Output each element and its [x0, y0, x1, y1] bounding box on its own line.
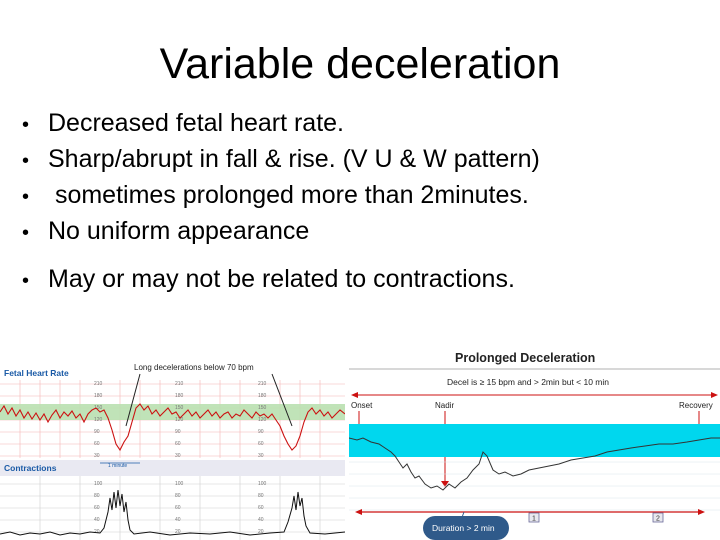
- contractions-header: [0, 460, 345, 476]
- svg-text:100: 100: [94, 481, 103, 487]
- fhr-tick-column: 210 180 150 120 90 60 30: [94, 381, 103, 459]
- recovery-label: Recovery: [679, 401, 713, 410]
- svg-text:60: 60: [94, 505, 100, 511]
- svg-text:60: 60: [258, 441, 264, 447]
- fhr-trace: [349, 437, 720, 491]
- svg-text:40: 40: [175, 517, 181, 523]
- annotation-arrow: [125, 373, 141, 427]
- svg-text:150: 150: [175, 405, 184, 411]
- svg-text:60: 60: [175, 505, 181, 511]
- fhr-tick-column: 210 180 150 120 90 60 30: [258, 381, 267, 459]
- bullet-item: • sometimes prolonged more than 2minutes…: [22, 178, 540, 214]
- bullet-item: • May or may not be related to contractio…: [22, 262, 540, 298]
- onset-label: Onset: [351, 401, 373, 410]
- bullet-text: Sharp/abrupt in fall & rise. (V U & W pa…: [48, 145, 540, 173]
- slide-title: Variable deceleration: [159, 40, 561, 88]
- criteria-arrow-left-head: [351, 392, 358, 398]
- svg-text:210: 210: [94, 381, 103, 387]
- svg-text:20: 20: [175, 529, 181, 535]
- uc-tick-column: 100 80 60 40 20: [175, 481, 184, 535]
- bullet-item: • No uniform appearance: [22, 214, 540, 250]
- nadir-label: Nadir: [435, 401, 454, 410]
- duration-arrow-right-head: [698, 509, 705, 515]
- svg-text:150: 150: [94, 405, 103, 411]
- bullet-text: May or may not be related to contraction…: [48, 265, 515, 293]
- svg-text:180: 180: [258, 393, 267, 399]
- svg-text:90: 90: [258, 429, 264, 435]
- marker-box-2: [652, 512, 664, 523]
- bullet-item: • Decreased fetal heart rate.: [22, 106, 540, 142]
- ctg-strip-image: 210 180 150 120 90 60 30 210 180 150 120…: [0, 352, 345, 540]
- svg-text:210: 210: [175, 381, 184, 387]
- criteria-arrow-right-head: [711, 392, 718, 398]
- svg-text:20: 20: [94, 529, 100, 535]
- bullet-dot: •: [22, 150, 30, 172]
- svg-text:30: 30: [258, 453, 264, 459]
- svg-text:60: 60: [258, 505, 264, 511]
- bullet-dot: •: [22, 114, 30, 136]
- uc-tick-column: 100 80 60 40 20: [94, 481, 103, 535]
- deceleration-annotation: Long decelerations below 70 bpm: [134, 363, 254, 372]
- svg-text:180: 180: [94, 393, 103, 399]
- contractions-panel-label: Contractions: [4, 463, 57, 473]
- fhr-tick-column: 210 180 150 120 90 60 30: [175, 381, 184, 459]
- svg-text:100: 100: [175, 481, 184, 487]
- normal-range-band: [0, 404, 345, 420]
- contraction-trace: [0, 489, 345, 536]
- svg-text:90: 90: [94, 429, 100, 435]
- svg-text:60: 60: [94, 441, 100, 447]
- svg-text:120: 120: [175, 417, 184, 423]
- prolonged-deceleration-image: Prolonged Deceleration Decel is ≥ 15 bpm…: [349, 352, 720, 540]
- figure-title: Prolonged Deceleration: [455, 352, 595, 365]
- svg-text:40: 40: [258, 517, 264, 523]
- svg-text:60: 60: [175, 441, 181, 447]
- criteria-text: Decel is ≥ 15 bpm and > 2min but < 10 mi…: [447, 377, 609, 387]
- uc-tick-column: 100 80 60 40 20: [258, 481, 267, 535]
- svg-text:30: 30: [94, 453, 100, 459]
- baseline-band: [349, 424, 720, 457]
- svg-text:90: 90: [175, 429, 181, 435]
- bullet-dot: •: [22, 270, 30, 292]
- svg-text:120: 120: [94, 417, 103, 423]
- svg-text:30: 30: [175, 453, 181, 459]
- svg-text:80: 80: [94, 493, 100, 499]
- bullet-dot: •: [22, 222, 30, 244]
- marker-label-2: 2: [656, 516, 660, 523]
- svg-text:80: 80: [175, 493, 181, 499]
- svg-text:210: 210: [258, 381, 267, 387]
- duration-bubble: [423, 516, 509, 540]
- fhr-panel-label: Fetal Heart Rate: [4, 368, 69, 378]
- fhr-trace: [0, 403, 345, 452]
- bullet-list: • Decreased fetal heart rate. • Sharp/abru…: [22, 106, 540, 298]
- svg-text:120: 120: [258, 417, 267, 423]
- svg-text:20: 20: [258, 529, 264, 535]
- bullet-dot: •: [22, 186, 30, 208]
- bullet-text: Decreased fetal heart rate.: [48, 109, 344, 137]
- uc-grid: [0, 476, 345, 540]
- nadir-arrow-head: [441, 481, 449, 487]
- svg-text:150: 150: [258, 405, 267, 411]
- annotation-arrow: [271, 373, 293, 427]
- svg-text:180: 180: [175, 393, 184, 399]
- marker-box-1: [528, 512, 540, 523]
- marker-label-1: 1: [532, 516, 536, 523]
- minute-scale-label: 1 minute: [108, 463, 127, 469]
- bullet-item: • Sharp/abrupt in fall & rise. (V U & W p…: [22, 142, 540, 178]
- trace-grid: [349, 461, 720, 511]
- svg-text:100: 100: [258, 481, 267, 487]
- svg-text:40: 40: [94, 517, 100, 523]
- bullet-text: sometimes prolonged more than 2minutes.: [48, 181, 529, 209]
- svg-text:80: 80: [258, 493, 264, 499]
- bullet-text: No uniform appearance: [48, 217, 310, 245]
- duration-label: Duration > 2 min: [432, 523, 495, 533]
- duration-arrow-left-head: [355, 509, 362, 515]
